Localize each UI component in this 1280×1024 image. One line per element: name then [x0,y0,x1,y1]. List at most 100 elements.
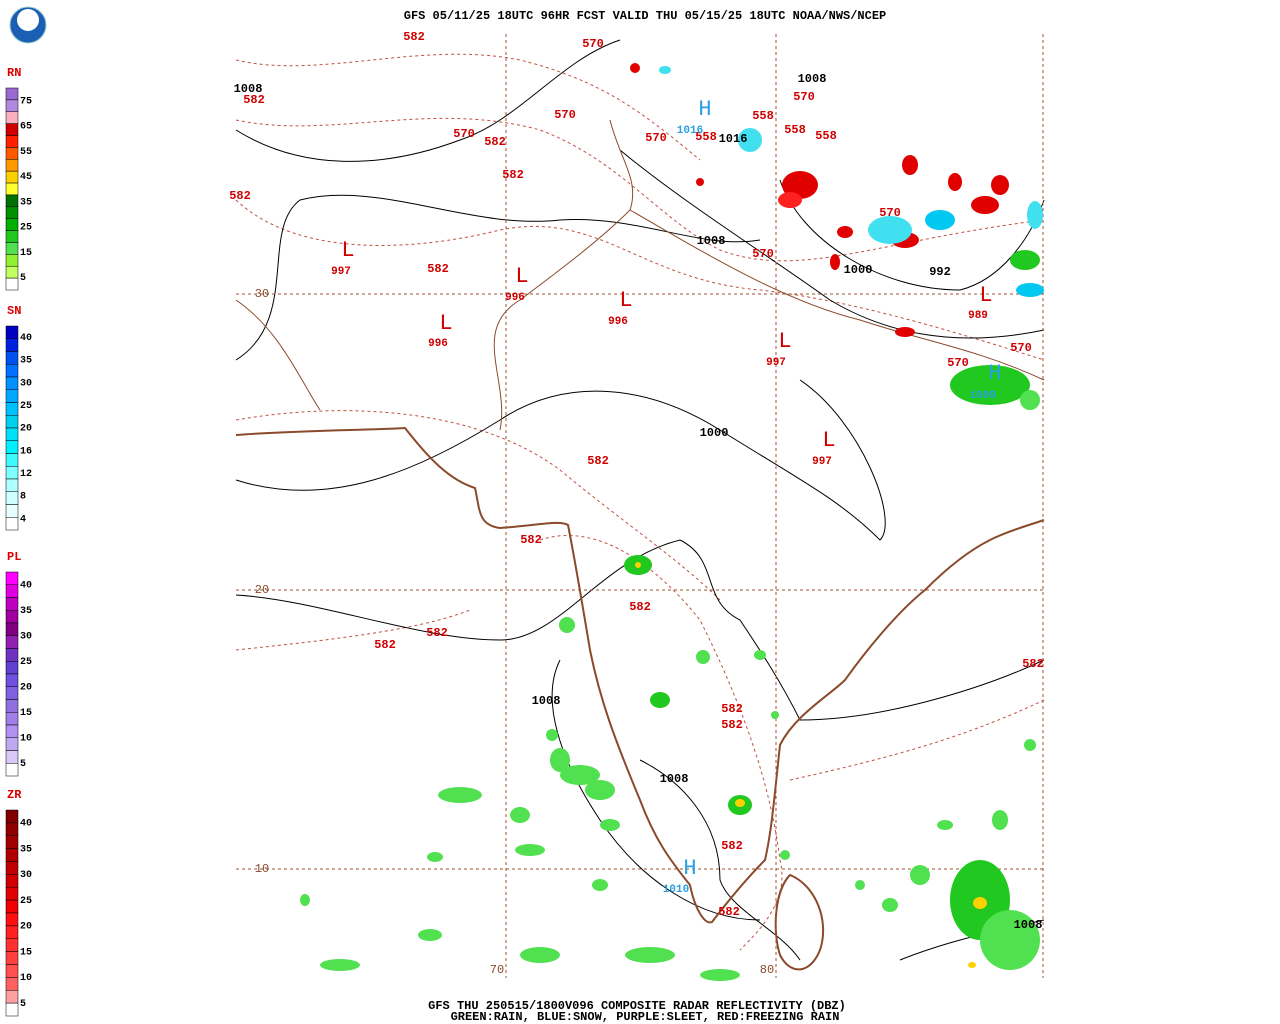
legend-swatch [5,99,19,113]
legend-swatch [5,170,19,184]
radar-echo [696,178,704,186]
radar-echo [830,254,840,270]
legend-swatch [5,750,19,764]
legend-swatch [5,440,19,454]
height-label: 582 [426,626,448,640]
legend-swatch [5,230,19,243]
isobar [235,539,1045,721]
legend-swatch [5,724,19,738]
legend-swatch [5,964,19,978]
isobar [235,194,761,361]
height-contours [235,53,1045,951]
latitude-label: 20 [255,583,269,597]
legend-swatch [5,277,19,291]
height-label: 558 [815,129,837,143]
legend-swatch [5,861,19,875]
legend-swatch [5,504,19,518]
legend-label: 35 [20,844,32,855]
height-label: 570 [645,131,667,145]
legend-swatch [5,597,19,611]
legend-label: 20 [20,682,32,693]
legend-swatch [5,218,19,231]
legend-swatch [5,265,19,279]
radar-echo-core [635,562,641,568]
contour [235,609,471,651]
legend-swatch [5,325,19,339]
legend-swatch [5,111,19,124]
legend-label: 25 [20,223,32,234]
legend-label: 10 [20,973,32,984]
legend-label: 5 [20,759,26,770]
legend-label: 30 [20,631,32,642]
noaa-logo [9,6,47,44]
radar-echo [427,852,443,862]
map-area [236,34,1044,978]
legend-swatch [5,622,19,636]
radar-echo [1016,283,1044,297]
legend: RN756555453525155SN4035302520161284PL403… [5,66,32,1017]
height-label: 582 [243,93,265,107]
radar-echo [754,650,766,660]
height-label: 558 [752,109,774,123]
center-letter: L [619,288,632,313]
legend-swatch [5,571,19,585]
legend-label: 25 [20,401,32,412]
legend-swatch [5,951,19,965]
legend-label: 25 [20,657,32,668]
legend-swatch [5,478,19,492]
height-label: 582 [629,600,651,614]
pressure-label: 1000 [700,426,729,440]
center-value: 989 [968,310,988,322]
legend-swatch [5,159,19,172]
radar-echo [780,850,790,860]
height-label: 582 [484,135,506,149]
legend-swatch [5,135,19,148]
center-letter: H [988,361,1001,386]
radar-echo [550,748,570,772]
height-label: 558 [695,130,717,144]
coast-path [235,426,1045,924]
legend-label: 20 [20,922,32,933]
radar-echo [980,910,1040,970]
radar-echo [300,894,310,906]
radar-echo [971,196,999,214]
legend-swatch [5,610,19,624]
center-letter: H [698,97,711,122]
radar-echo [948,173,962,191]
legend-swatch [5,427,19,441]
legend-swatch [5,835,19,849]
pressure-label: 1008 [1014,918,1043,932]
center-value: 1016 [677,125,703,137]
legend-swatch [5,699,19,713]
radar-echo [925,210,955,230]
radar-echo [1010,250,1040,270]
pressure-contours [235,39,1045,961]
radar-echo [659,66,671,74]
radar-echo [320,959,360,971]
legend-swatch [5,402,19,416]
legend-label: 25 [20,896,32,907]
footer-line: GFS THU 250515/1800V096 COMPOSITE RADAR … [428,999,846,1013]
center-value: 997 [331,266,351,278]
height-label: 570 [793,90,815,104]
radar-echo [650,692,670,708]
height-label: 582 [587,454,609,468]
radar-echo [585,780,615,800]
radar-echo [438,787,482,803]
height-label: 570 [554,108,576,122]
height-label: 570 [752,247,774,261]
legend-label: 15 [20,248,32,259]
legend-title: ZR [7,788,22,802]
height-label: 570 [879,206,901,220]
radar-echo [515,844,545,856]
center-value: 996 [505,292,525,304]
radar-echo [520,947,560,963]
legend-label: 15 [20,708,32,719]
radar-echo-core [735,799,745,807]
legend-swatch [5,182,19,196]
legend-swatch [5,376,19,390]
legend-swatch [5,87,19,101]
legend-label: 40 [20,333,32,344]
legend-label: 5 [20,999,26,1010]
